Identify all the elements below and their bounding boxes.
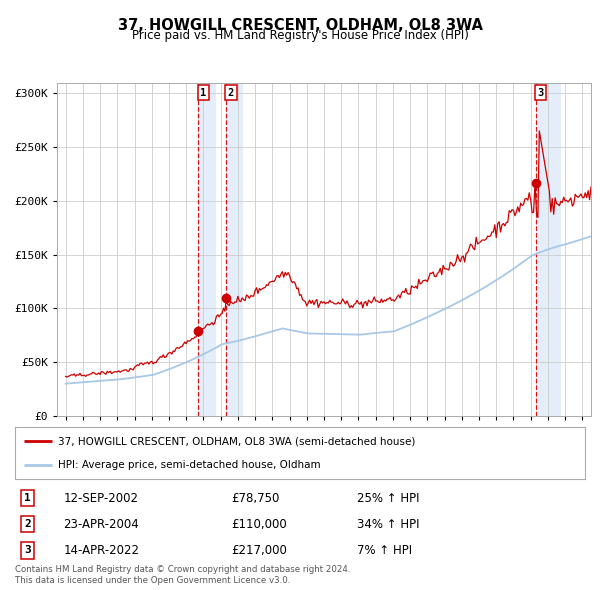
Text: 3: 3 xyxy=(537,87,544,97)
Text: Price paid vs. HM Land Registry's House Price Index (HPI): Price paid vs. HM Land Registry's House … xyxy=(131,30,469,42)
Text: 23-APR-2004: 23-APR-2004 xyxy=(64,518,139,531)
Text: 2: 2 xyxy=(24,519,31,529)
Text: 34% ↑ HPI: 34% ↑ HPI xyxy=(357,518,419,531)
Text: £78,750: £78,750 xyxy=(232,492,280,505)
Text: 1: 1 xyxy=(200,87,206,97)
Text: 3: 3 xyxy=(24,545,31,555)
Text: Contains HM Land Registry data © Crown copyright and database right 2024.: Contains HM Land Registry data © Crown c… xyxy=(15,565,350,574)
Text: 14-APR-2022: 14-APR-2022 xyxy=(64,544,139,557)
Text: 37, HOWGILL CRESCENT, OLDHAM, OL8 3WA: 37, HOWGILL CRESCENT, OLDHAM, OL8 3WA xyxy=(118,18,482,32)
Text: 1: 1 xyxy=(24,493,31,503)
Bar xyxy=(199,83,215,416)
Text: HPI: Average price, semi-detached house, Oldham: HPI: Average price, semi-detached house,… xyxy=(58,460,320,470)
Text: 37, HOWGILL CRESCENT, OLDHAM, OL8 3WA (semi-detached house): 37, HOWGILL CRESCENT, OLDHAM, OL8 3WA (s… xyxy=(58,436,415,446)
Text: 7% ↑ HPI: 7% ↑ HPI xyxy=(357,544,412,557)
Text: 25% ↑ HPI: 25% ↑ HPI xyxy=(357,492,419,505)
Text: 2: 2 xyxy=(228,87,234,97)
Bar xyxy=(226,83,243,416)
Bar xyxy=(536,83,562,416)
Text: 12-SEP-2002: 12-SEP-2002 xyxy=(64,492,139,505)
Text: £217,000: £217,000 xyxy=(232,544,287,557)
Text: £110,000: £110,000 xyxy=(232,518,287,531)
Text: This data is licensed under the Open Government Licence v3.0.: This data is licensed under the Open Gov… xyxy=(15,576,290,585)
